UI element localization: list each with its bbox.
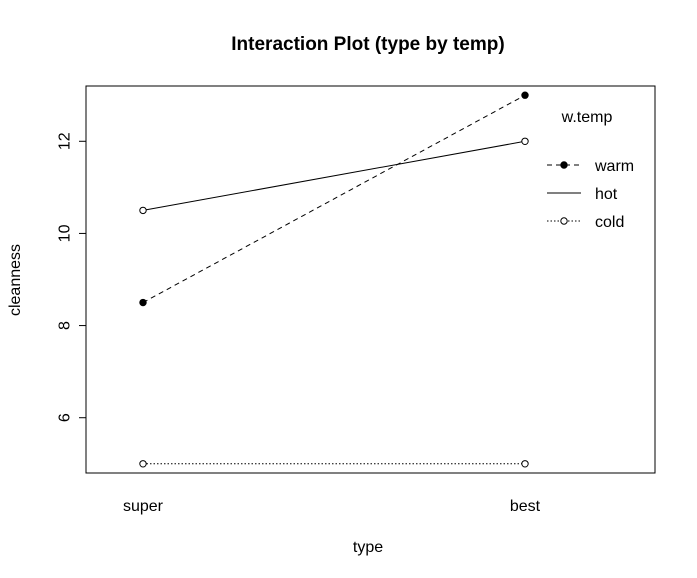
point-warm [139, 298, 147, 307]
legend-marker-cold [560, 217, 568, 225]
y-tick-label: 12 [57, 132, 74, 150]
point-cold [139, 460, 147, 468]
y-tick-label: 10 [57, 224, 74, 242]
y-tick-label: 8 [57, 321, 74, 330]
legend-label-cold: cold [595, 214, 624, 231]
x-axis: super best [123, 498, 541, 515]
series-lines [142, 94, 526, 465]
point-cold [521, 460, 529, 468]
y-axis: 6 8 10 12 [57, 132, 87, 422]
point-hot [521, 137, 529, 145]
legend-label-warm: warm [594, 158, 634, 175]
plot-frame [85, 85, 656, 474]
series-points [139, 91, 529, 468]
legend: w.temp warm hot cold [547, 109, 634, 231]
x-axis-title: type [353, 539, 383, 556]
y-axis-title: cleanness [7, 244, 24, 316]
series-line-hot [142, 140, 526, 211]
point-hot [139, 206, 147, 215]
legend-label-hot: hot [595, 186, 618, 203]
x-tick-label: best [510, 498, 541, 515]
y-tick-label: 6 [57, 413, 74, 422]
x-tick-label: super [123, 498, 164, 515]
legend-marker-warm [560, 161, 568, 169]
series-line-warm [142, 94, 526, 303]
chart-title: Interaction Plot (type by temp) [231, 34, 504, 55]
legend-title: w.temp [561, 109, 613, 126]
point-warm [521, 91, 529, 99]
